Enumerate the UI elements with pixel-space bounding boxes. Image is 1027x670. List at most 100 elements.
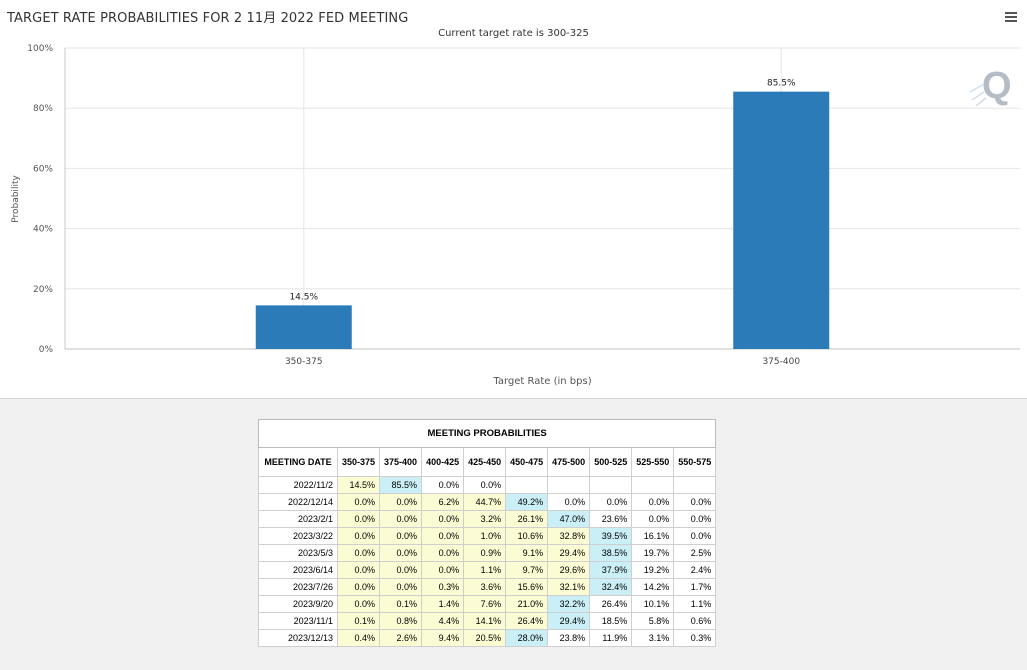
probability-cell: 32.8% [547, 527, 591, 545]
probability-cell: 0.0% [336, 561, 381, 579]
header-rate-500-525: 500-525 [589, 447, 633, 477]
probability-cell: 0.0% [421, 510, 465, 528]
probability-cell: 32.1% [547, 578, 591, 596]
probability-cell: 32.4% [589, 578, 633, 596]
probability-cell: 0.0% [379, 493, 423, 511]
probability-cell: 39.5% [589, 527, 633, 545]
chart-subtitle: Current target rate is 300-325 [438, 28, 589, 39]
header-rate-425-450: 425-450 [463, 447, 507, 477]
probability-cell: 0.9% [463, 544, 507, 562]
probability-cell: 14.2% [631, 578, 675, 596]
probability-cell: 0.0% [336, 578, 381, 596]
probability-cell: 0.3% [673, 629, 717, 647]
meeting-date-cell: 2023/7/26 [258, 578, 338, 596]
probability-cell: 9.4% [421, 629, 465, 647]
probability-cell: 3.6% [463, 578, 507, 596]
probability-cell: 14.5% [336, 476, 381, 494]
probability-cell: 26.1% [505, 510, 549, 528]
x-axis-title: Target Rate (in bps) [492, 376, 591, 387]
y-tick-label: 60% [33, 164, 53, 174]
probability-cell: 37.9% [589, 561, 633, 579]
probability-cell: 0.0% [336, 510, 381, 528]
probability-cell: 10.1% [631, 595, 675, 613]
meeting-date-cell: 2023/2/1 [258, 510, 338, 528]
probability-cell: 49.2% [505, 493, 549, 511]
probability-cell: 1.1% [673, 595, 717, 613]
table-row: 2023/3/22 0.0% 0.0% 0.0% 1.0% 10.6% 32.8% 39.5%… [258, 527, 717, 545]
probability-cell: 0.1% [379, 595, 423, 613]
probability-cell: 0.0% [547, 493, 591, 511]
probability-cell: 28.0% [505, 629, 549, 647]
probability-cell: 26.4% [589, 595, 633, 613]
table-row: 2022/12/14 0.0% 0.0% 6.2% 44.7% 49.2% 0.0% 0.0%… [258, 493, 717, 511]
probability-cell: 19.2% [631, 561, 675, 579]
meeting-date-cell: 2023/11/1 [258, 612, 338, 630]
probability-cell: 0.0% [589, 493, 633, 511]
probability-cell: 0.0% [379, 578, 423, 596]
probability-cell: 1.7% [673, 578, 717, 596]
probability-cell: 26.4% [505, 612, 549, 630]
y-tick-label: 0% [39, 345, 54, 355]
header-rate-400-425: 400-425 [421, 447, 465, 477]
probability-cell: 5.8% [631, 612, 675, 630]
probability-cell: 14.1% [463, 612, 507, 630]
probability-cell: 2.5% [673, 544, 717, 562]
table-row: 2022/11/2 14.5% 85.5% 0.0% 0.0% [258, 476, 717, 494]
meeting-date-cell: 2023/12/13 [258, 629, 338, 647]
probability-cell: 1.4% [421, 595, 465, 613]
y-tick-label: 80% [33, 104, 53, 114]
header-rate-375-400: 375-400 [379, 447, 423, 477]
probability-cell: 85.5% [379, 476, 423, 494]
probability-cell: 9.7% [505, 561, 549, 579]
data-label: 85.5% [767, 79, 796, 89]
table-row: 2023/7/26 0.0% 0.0% 0.3% 3.6% 15.6% 32.1% 32.4%… [258, 578, 717, 596]
probability-cell: 11.9% [589, 629, 633, 647]
probability-cell: 0.0% [631, 510, 675, 528]
probability-cell: 47.0% [547, 510, 591, 528]
hamburger-menu-icon[interactable] [1005, 12, 1017, 23]
probability-cell: 0.0% [673, 527, 717, 545]
meeting-date-cell: 2022/12/14 [258, 493, 338, 511]
probability-cell [589, 476, 633, 494]
probability-cell: 0.1% [336, 612, 381, 630]
meeting-date-cell: 2022/11/2 [258, 476, 338, 494]
probability-cell [547, 476, 591, 494]
header-rate-350-375: 350-375 [336, 447, 381, 477]
probability-cell: 0.0% [421, 476, 465, 494]
probability-cell: 21.0% [505, 595, 549, 613]
y-tick-label: 40% [33, 225, 53, 235]
probability-cell: 0.0% [463, 476, 507, 494]
probability-cell: 0.0% [421, 561, 465, 579]
svg-text:Q: Q [982, 65, 1012, 107]
bar-375-400 [733, 91, 830, 350]
probability-cell: 2.4% [673, 561, 717, 579]
probability-cell: 44.7% [463, 493, 507, 511]
y-tick-label: 20% [33, 285, 53, 295]
header-meeting-date: MEETING DATE [258, 447, 338, 477]
header-rate-550-575: 550-575 [673, 447, 717, 477]
bar-chart: 0% 20% 40% 60% 80% 100% 14.5% 350-375 85.5% 375-4… [11, 44, 1020, 387]
chart-title: TARGET RATE PROBABILITIES FOR 2 11月 2022… [7, 11, 409, 26]
meeting-date-cell: 2023/5/3 [258, 544, 338, 562]
probability-cell: 29.6% [547, 561, 591, 579]
meeting-date-cell: 2023/6/14 [258, 561, 338, 579]
probability-cell: 0.0% [631, 493, 675, 511]
probability-cell: 0.0% [379, 544, 423, 562]
header-rate-475-500: 475-500 [547, 447, 591, 477]
data-label: 14.5% [289, 292, 318, 302]
table-row: 2023/5/3 0.0% 0.0% 0.0% 0.9% 9.1% 29.4% 38.5% 19… [258, 544, 717, 562]
table-row: 2023/11/1 0.1% 0.8% 4.4% 14.1% 26.4% 29.4% 18.5… [258, 612, 717, 630]
header-rate-450-475: 450-475 [505, 447, 549, 477]
probability-cell: 0.0% [336, 493, 381, 511]
probability-cell: 0.0% [336, 527, 381, 545]
probability-cell: 0.4% [336, 629, 381, 647]
probability-cell: 0.0% [673, 510, 717, 528]
probability-cell: 23.8% [547, 629, 591, 647]
table-header-row: MEETING DATE 350-375 375-400 400-425 425-450… [258, 447, 717, 477]
probability-cell: 0.6% [673, 612, 717, 630]
probability-cell: 0.0% [336, 544, 381, 562]
header-rate-525-550: 525-550 [631, 447, 675, 477]
meeting-date-cell: 2023/9/20 [258, 595, 338, 613]
probability-cell: 6.2% [421, 493, 465, 511]
table-row: 2023/2/1 0.0% 0.0% 0.0% 3.2% 26.1% 47.0% 23.6% 0… [258, 510, 717, 528]
